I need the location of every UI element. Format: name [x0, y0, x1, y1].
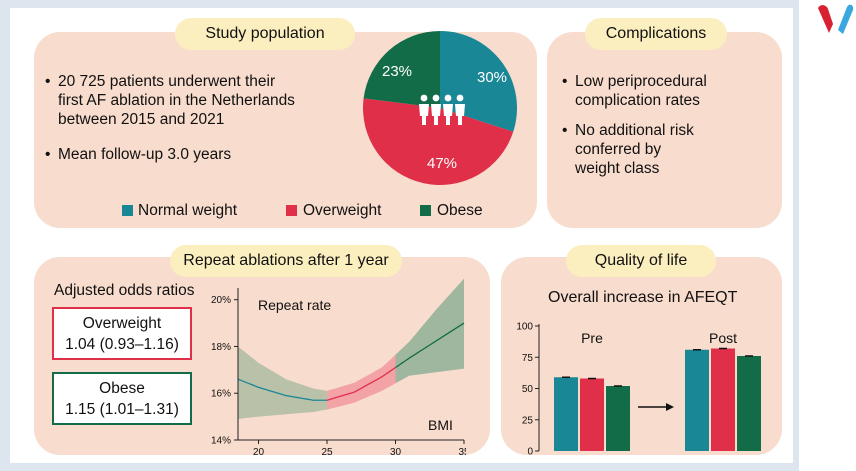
obese-odds-value: 1.15 (1.01–1.31)	[65, 401, 179, 418]
complications-bullet-2: No additional risk conferred by weight c…	[562, 121, 775, 178]
risk-line-2: conferred by	[575, 141, 662, 158]
people-group-icon	[419, 94, 465, 125]
overweight-odds-value: 1.04 (0.93–1.16)	[65, 336, 179, 353]
complications-bullet-1: Low periprocedural complication rates	[562, 72, 775, 110]
odds-ratios-title: Adjusted odds ratios	[54, 282, 195, 299]
pie-label-normal: 30%	[477, 69, 507, 86]
x-tick-label: 20	[253, 447, 265, 458]
bar-post-normal	[685, 349, 709, 451]
x-tick-label: 35	[458, 447, 466, 458]
bar-post-overweight	[711, 348, 735, 451]
y-tick-label: 20%	[211, 295, 231, 306]
overweight-odds-box: Overweight 1.04 (0.93–1.16)	[52, 307, 192, 360]
repeat-rate-chart: 14% 16% 18% 20% 20 25 30 35 Repeat rate BMI	[211, 278, 466, 458]
quality-of-life-panel	[501, 257, 782, 455]
afeqt-bar-chart: 0 25 50 75 100 Pre Post	[516, 322, 761, 458]
repeat-ablations-title: Repeat ablations after 1 year	[170, 245, 402, 277]
bar-y-tick-label: 75	[522, 353, 534, 364]
pie-slice-overweight	[363, 98, 514, 185]
complications-title: Complications	[585, 18, 727, 50]
ci-band-obese	[395, 278, 464, 384]
infographic: Study population 20 725 patients underwe…	[10, 8, 793, 463]
pie-label-obese: 23%	[382, 63, 412, 80]
legend-normal-label: Normal weight	[138, 202, 238, 219]
x-tick-label: 30	[390, 447, 402, 458]
bar-post-obese	[737, 356, 761, 451]
ci-band-overweight	[327, 354, 396, 410]
risk-line-3: weight class	[575, 160, 660, 177]
repeat-rate-line-overweight	[326, 366, 396, 401]
bar-category-pre: Pre	[581, 330, 603, 346]
x-axis-label: BMI	[428, 417, 453, 433]
complications-line-1: Low periprocedural	[575, 73, 707, 90]
ci-band-normal	[238, 346, 328, 419]
complications-line-2: complication rates	[575, 92, 700, 109]
bar-y-tick-label: 100	[516, 322, 533, 333]
study-population-title: Study population	[175, 18, 355, 50]
legend-obese-swatch	[420, 205, 431, 216]
pie-slice-obese	[363, 31, 440, 108]
bar-y-tick-label: 50	[522, 384, 534, 395]
legend-obese-label: Obese	[437, 202, 483, 219]
patients-line-3: between 2015 and 2021	[58, 111, 225, 128]
legend-normal-swatch	[122, 205, 133, 216]
bar-category-post: Post	[709, 330, 737, 346]
pie-label-overweight: 47%	[427, 155, 457, 172]
afeqt-subtitle: Overall increase in AFEQT	[548, 289, 738, 306]
line-chart-title: Repeat rate	[258, 297, 331, 313]
repeat-rate-line-normal	[237, 378, 328, 401]
y-tick-label: 14%	[211, 436, 231, 447]
y-tick-label: 16%	[211, 389, 231, 400]
bar-pre-overweight	[580, 378, 604, 451]
patients-bullet: 20 725 patients underwent their first AF…	[45, 72, 338, 129]
arrow-head-icon	[666, 403, 674, 411]
followup-bullet: Mean follow-up 3.0 years	[45, 145, 338, 164]
patients-line-2: first AF ablation in the Netherlands	[58, 92, 295, 109]
overweight-odds-label: Overweight	[82, 315, 162, 332]
weight-class-pie: 30% 47% 23%	[363, 31, 517, 185]
risk-line-1: No additional risk	[575, 122, 694, 139]
journal-logo	[818, 4, 854, 34]
y-tick-label: 18%	[211, 342, 231, 353]
x-tick-label: 25	[321, 447, 333, 458]
bar-pre-normal	[554, 377, 578, 451]
patients-line-1: 20 725 patients underwent their	[58, 73, 276, 90]
obese-odds-box: Obese 1.15 (1.01–1.31)	[52, 372, 192, 425]
repeat-rate-line-obese	[395, 322, 465, 369]
bar-y-tick-label: 0	[527, 447, 533, 458]
obese-odds-label: Obese	[99, 380, 145, 397]
bar-y-tick-label: 25	[522, 415, 534, 426]
legend-overweight-label: Overweight	[303, 202, 382, 219]
legend-overweight-swatch	[286, 205, 297, 216]
quality-of-life-title: Quality of life	[566, 245, 716, 277]
bar-pre-obese	[606, 386, 630, 451]
